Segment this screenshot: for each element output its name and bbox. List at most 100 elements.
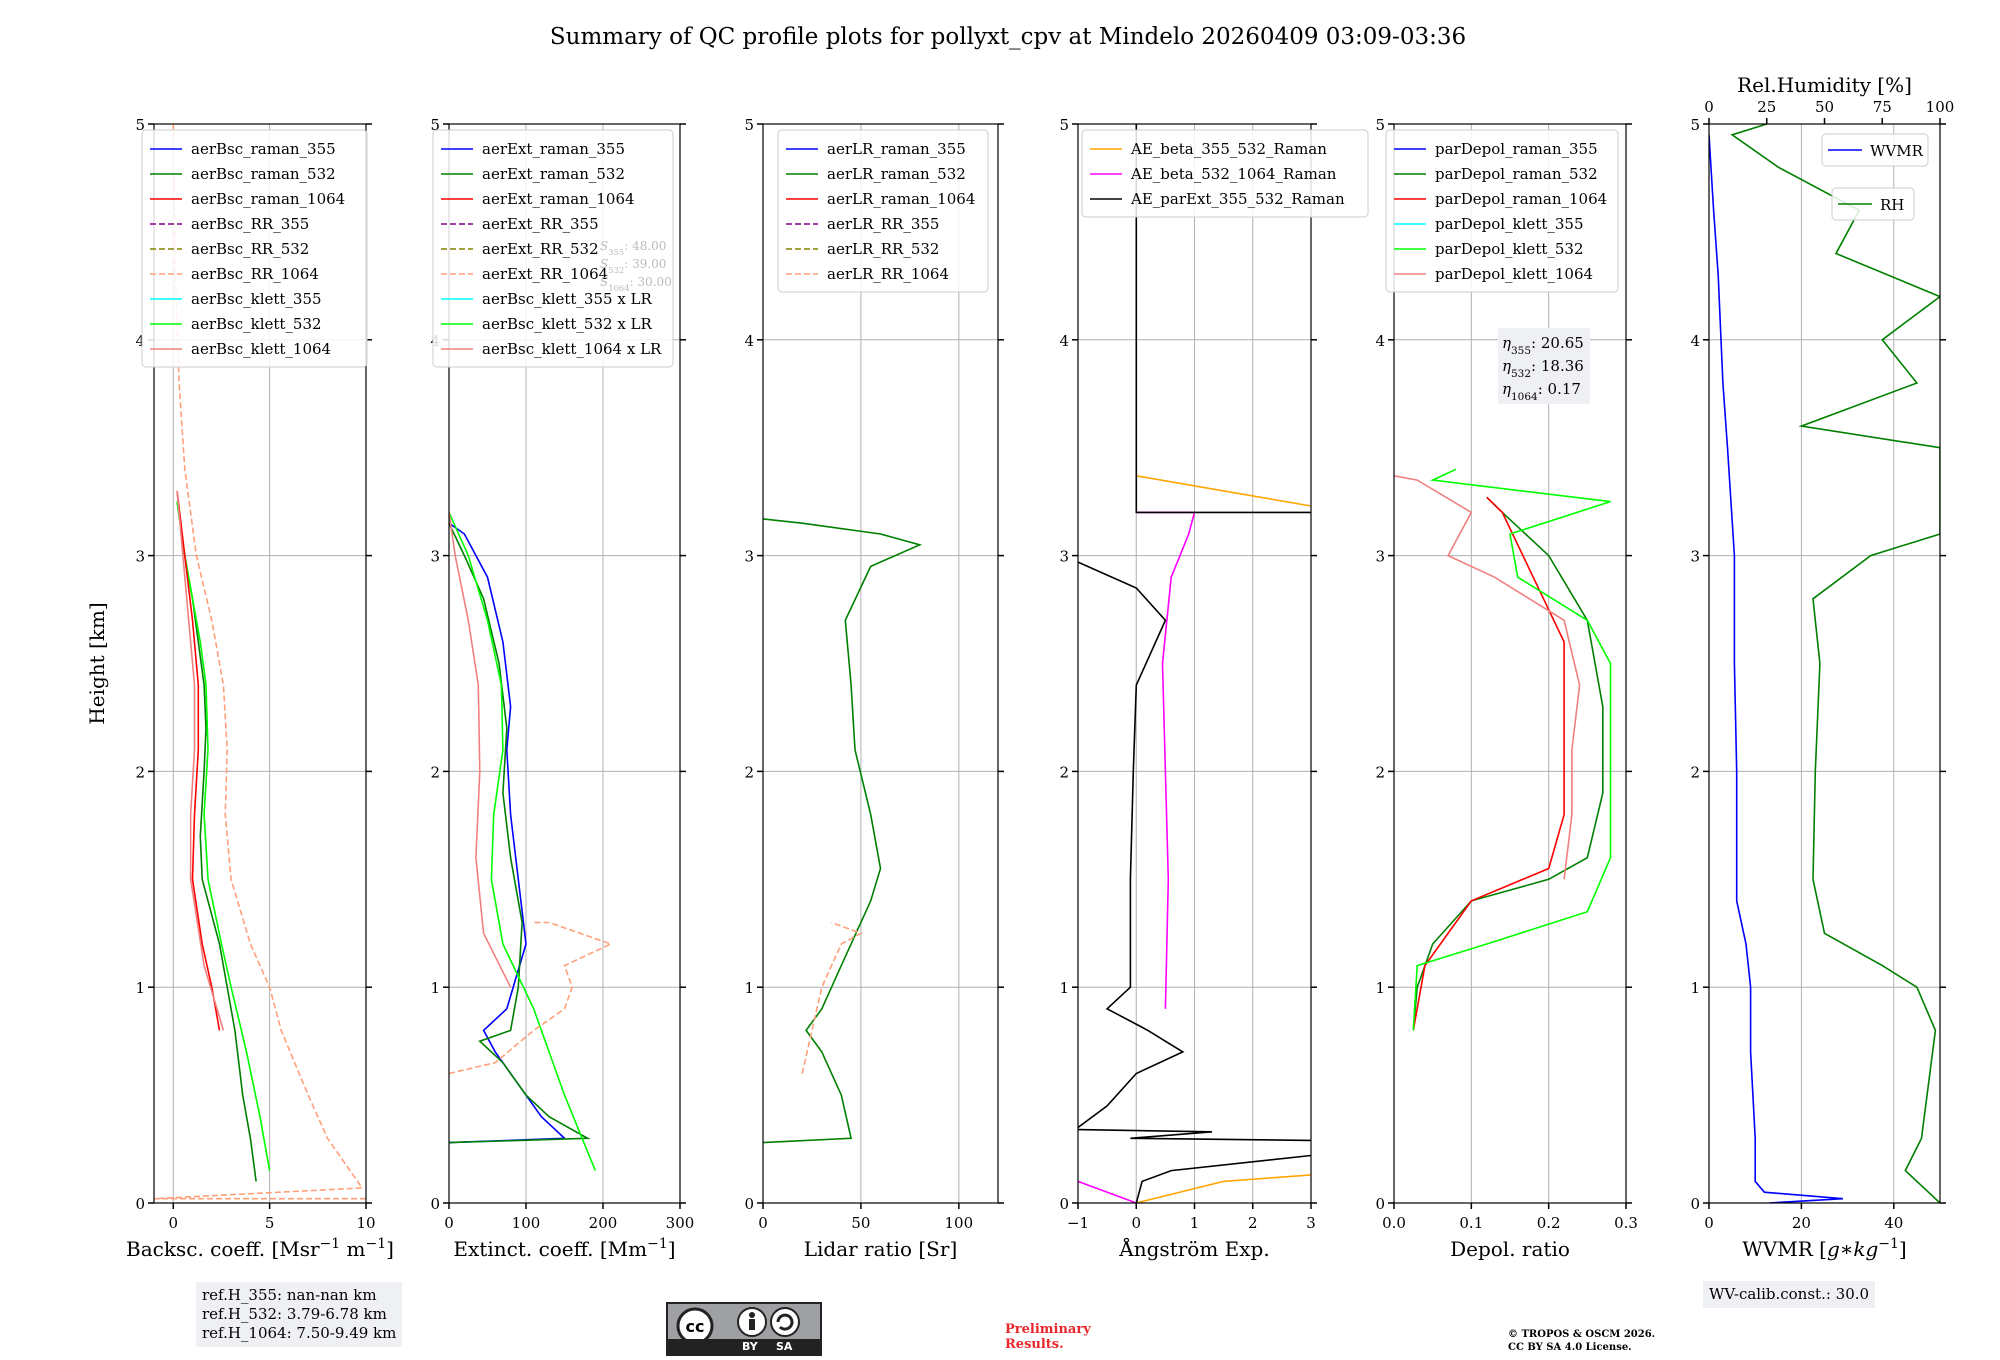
series-aerBsc_klett_532 x LR	[449, 512, 597, 1171]
series-aerLR_RR_1064	[801, 921, 863, 1074]
series-AE_parExt_355_532_Raman_mid	[1078, 1128, 1311, 1142]
y-tick-label: 3	[135, 548, 145, 566]
y-tick-label: 4	[744, 332, 754, 350]
series-AE_beta_532_1064_Raman_upper	[1136, 511, 1196, 1009]
legend-label-aerExt_RR_1064: aerExt_RR_1064	[482, 265, 608, 283]
x2-tick-label: 100	[1926, 98, 1955, 116]
legend-label-aerLR_RR_1064: aerLR_RR_1064	[827, 265, 949, 283]
legend-label-aerExt_RR_532: aerExt_RR_532	[482, 240, 599, 258]
series-group	[1394, 468, 1612, 1031]
x2-tick-label: 75	[1873, 98, 1892, 116]
series-group	[1078, 124, 1311, 1203]
series-parDepol_klett_532	[1412, 468, 1612, 1031]
legend-label-parDepol_raman_355: parDepol_raman_355	[1435, 140, 1598, 158]
series-aerExt_raman_355	[449, 522, 567, 1144]
x-axis-label: Extinct. coeff. [Mm−1]	[453, 1236, 675, 1261]
axes-frame	[1393, 123, 1627, 1204]
cc-icon	[676, 1307, 714, 1340]
legend-label-aerLR_RR_532: aerLR_RR_532	[827, 240, 939, 258]
y-tick-label: 0	[744, 1195, 754, 1213]
y-tick-label: 1	[135, 979, 145, 997]
y-tick-label: 3	[1375, 548, 1385, 566]
x-tick-label: 2	[1248, 1214, 1258, 1232]
legend-label-parDepol_klett_1064: parDepol_klett_1064	[1435, 265, 1593, 283]
preliminary-results-note: Preliminary Results.	[1005, 1322, 1091, 1352]
figure-title: Summary of QC profile plots for pollyxt_…	[550, 24, 1466, 50]
legend-label-aerBsc_klett_532: aerBsc_klett_532	[191, 315, 322, 333]
y-axis-label: Height [km]	[85, 602, 109, 724]
panel-extinction: 0100200300012345Extinct. coeff. [Mm−1]ae…	[430, 116, 694, 1261]
legend-label-parDepol_klett_355: parDepol_klett_355	[1435, 215, 1584, 233]
x-tick-label: 0.2	[1537, 1214, 1561, 1232]
y-tick-label: 5	[430, 116, 440, 134]
x-tick-label: 0.1	[1459, 1214, 1483, 1232]
legend-label-aerExt_raman_532: aerExt_raman_532	[482, 165, 625, 183]
y-tick-label: 4	[1059, 332, 1069, 350]
y-tick-label: 3	[1690, 548, 1700, 566]
x-tick-label: 0.3	[1614, 1214, 1638, 1232]
series-AE_parExt_355_532_Raman_main	[1078, 561, 1185, 1129]
legend-label-aerBsc_RR_1064: aerBsc_RR_1064	[191, 265, 319, 283]
series-aerLR_raman_532	[763, 518, 923, 1144]
wv-calibration-constant: WV-calib.const.: 30.0	[1709, 1285, 1870, 1303]
x-axis-label: Depol. ratio	[1450, 1237, 1570, 1261]
x2-tick-label: 50	[1815, 98, 1834, 116]
y-tick-label: 1	[430, 979, 440, 997]
ref-height-532: ref.H_532: 3.79-6.78 km	[202, 1305, 387, 1323]
axes-frame	[448, 123, 681, 1204]
x-tick-label: 100	[512, 1214, 541, 1232]
x2-axis-label: Rel.Humidity [%]	[1737, 73, 1912, 97]
x-tick-label: −1	[1067, 1214, 1089, 1232]
x-axis-label: Backsc. coeff. [Msr−1 m−1]	[126, 1236, 394, 1261]
legend-box	[777, 129, 989, 293]
lidar-ratio-annotation: S1064: 30.00	[600, 275, 672, 293]
series-AE_beta_532_1064_Raman	[1078, 1180, 1137, 1203]
x-tick-label: 10	[356, 1214, 375, 1232]
y-tick-label: 5	[744, 116, 754, 134]
y-tick-label: 5	[1690, 116, 1700, 134]
legend-label-aerBsc_klett_1064 x LR: aerBsc_klett_1064 x LR	[482, 340, 662, 358]
legend-box	[141, 129, 368, 368]
lidar-ratio-annotation: S532: 39.00	[600, 257, 666, 275]
y-tick-label: 2	[1059, 763, 1069, 781]
x-tick-label: 100	[945, 1214, 974, 1232]
x-tick-label: 0	[1704, 1214, 1714, 1232]
series-group	[449, 512, 613, 1171]
legend-RH: RH	[1831, 187, 1915, 221]
series-AE_parExt_355_532_Raman_top	[1135, 124, 1311, 514]
panel-water_vapor: 0 20 40 0 1 2 3 4 5 WVMR [g∗kg−1] 0 25 50 75 100 Rel.Hu…	[1690, 73, 1954, 1261]
legend-label: RH	[1880, 196, 1904, 214]
x-tick-label: 20	[1792, 1214, 1811, 1232]
series-aerExt_RR_1064	[449, 921, 613, 1075]
legend-label-aerBsc_raman_1064: aerBsc_raman_1064	[191, 190, 345, 208]
x-tick-label: 0	[444, 1214, 454, 1232]
ref-height-1064: ref.H_1064: 7.50-9.49 km	[202, 1324, 397, 1342]
y-tick-label: 4	[135, 332, 145, 350]
legend-label-AE_beta_532_1064_Raman: AE_beta_532_1064_Raman	[1130, 165, 1337, 183]
series-aerBsc_klett_532	[176, 501, 271, 1171]
legend-box	[1385, 129, 1619, 293]
series-RH	[1730, 124, 1940, 1203]
cc-sa-label: SA	[776, 1340, 793, 1353]
axes-frame	[1708, 123, 1941, 1204]
legend-box	[1831, 187, 1915, 221]
x-tick-label: 5	[265, 1214, 275, 1232]
legend-label-aerBsc_klett_1064: aerBsc_klett_1064	[191, 340, 331, 358]
cc-license-badge: cc BY SA	[666, 1302, 822, 1356]
x-tick-label: 40	[1884, 1214, 1903, 1232]
y-tick-label: 5	[1059, 116, 1069, 134]
legend-label-aerLR_raman_355: aerLR_raman_355	[827, 140, 966, 158]
series-AE_beta_355_532_Raman_upper	[1136, 475, 1311, 507]
legend-label-aerBsc_raman_355: aerBsc_raman_355	[191, 140, 336, 158]
series-aerBsc_raman_532	[176, 501, 257, 1182]
series-aerBsc_klett_1064 x LR	[449, 512, 512, 988]
y-tick-label: 0	[135, 1195, 145, 1213]
axes-frame	[762, 123, 999, 1204]
y-tick-label: 1	[744, 979, 754, 997]
legend-box	[1081, 129, 1369, 218]
legend: aerExt_raman_355 aerExt_raman_532 aerExt_r…	[432, 129, 674, 368]
x-tick-label: 300	[666, 1214, 695, 1232]
panel-depolarization: 0.0 0.1 0.2 0.3 0 1 2 3 4 5 Depol. ratio parDepol_r…	[1375, 116, 1637, 1261]
y-tick-label: 1	[1690, 979, 1700, 997]
